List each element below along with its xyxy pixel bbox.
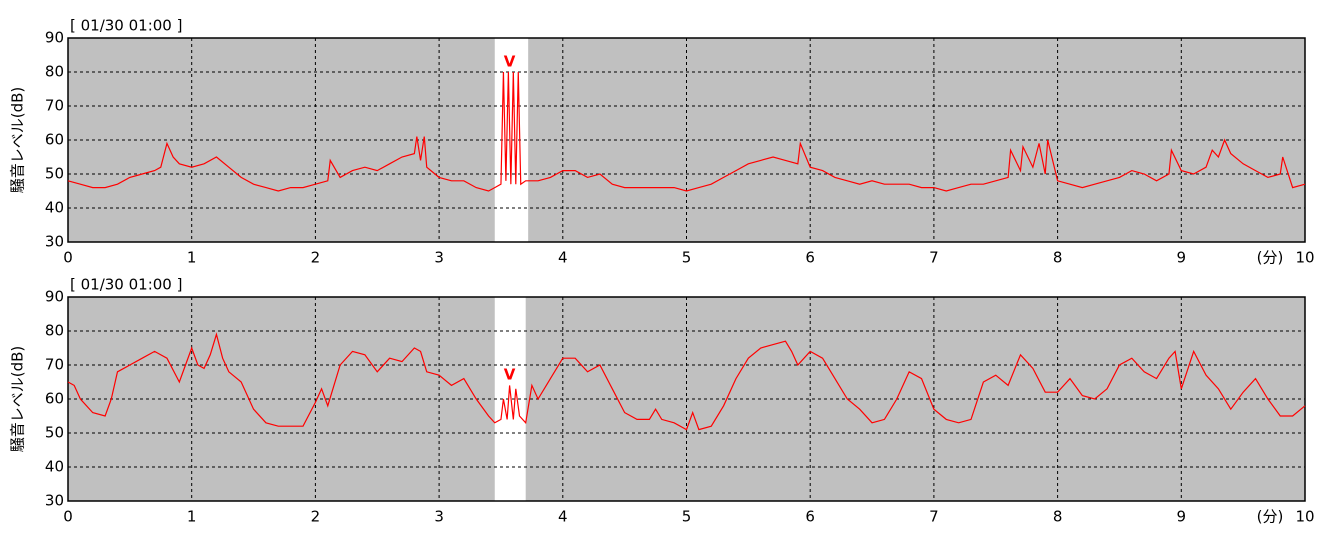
- y-tick-label: 90: [45, 288, 64, 306]
- event-marker: V: [504, 366, 516, 384]
- chart-title: [ 01/30 01:00 ]: [70, 17, 182, 35]
- x-tick-label: 6: [805, 249, 815, 267]
- x-tick-label: 0: [63, 508, 73, 526]
- x-tick-label: 5: [682, 508, 692, 526]
- x-tick-label: 9: [1177, 508, 1187, 526]
- plot-frame: [67, 296, 1306, 502]
- x-tick-label: 4: [558, 508, 568, 526]
- y-tick-label: 90: [45, 29, 64, 47]
- y-tick-label: 70: [45, 356, 64, 374]
- x-tick-label: 8: [1053, 508, 1063, 526]
- chart-title: [ 01/30 01:00 ]: [70, 276, 182, 294]
- x-tick-label: 7: [929, 249, 939, 267]
- x-tick-label: 9: [1177, 249, 1187, 267]
- highlight-window: [494, 297, 526, 501]
- y-tick-label: 30: [45, 492, 64, 510]
- y-tick-label: 60: [45, 131, 64, 149]
- y-tick-label: 40: [45, 458, 64, 476]
- x-tick-label: 0: [63, 249, 73, 267]
- plot-frame: [67, 37, 1306, 243]
- y-tick-label: 50: [45, 424, 64, 442]
- y-tick-label: 80: [45, 322, 64, 340]
- y-tick-label: 30: [45, 233, 64, 251]
- noise-line: [67, 71, 1306, 192]
- x-tick-label: 1: [187, 508, 197, 526]
- y-axis-label: 騒音レベル(dB): [9, 87, 27, 194]
- y-tick-label: 50: [45, 165, 64, 183]
- noise-line: [67, 332, 1306, 431]
- x-tick-label: 6: [805, 508, 815, 526]
- x-tick-label: 4: [558, 249, 568, 267]
- event-marker: V: [504, 52, 516, 70]
- x-axis-label: (分): [1257, 249, 1284, 267]
- x-tick-label: 7: [929, 508, 939, 526]
- x-tick-label: 2: [311, 508, 321, 526]
- x-tick-label: 2: [311, 249, 321, 267]
- x-tick-label: 3: [434, 249, 444, 267]
- x-axis-label: (分): [1257, 508, 1284, 526]
- x-tick-label: 3: [434, 508, 444, 526]
- x-tick-label: 1: [187, 249, 197, 267]
- x-tick-label: 8: [1053, 249, 1063, 267]
- y-tick-label: 40: [45, 199, 64, 217]
- x-tick-label: 10: [1295, 508, 1314, 526]
- x-tick-label: 10: [1295, 249, 1314, 267]
- y-axis-label: 騒音レベル(dB): [9, 346, 27, 453]
- y-tick-label: 70: [45, 97, 64, 115]
- y-tick-label: 60: [45, 390, 64, 408]
- y-tick-label: 80: [45, 63, 64, 81]
- x-tick-label: 5: [682, 249, 692, 267]
